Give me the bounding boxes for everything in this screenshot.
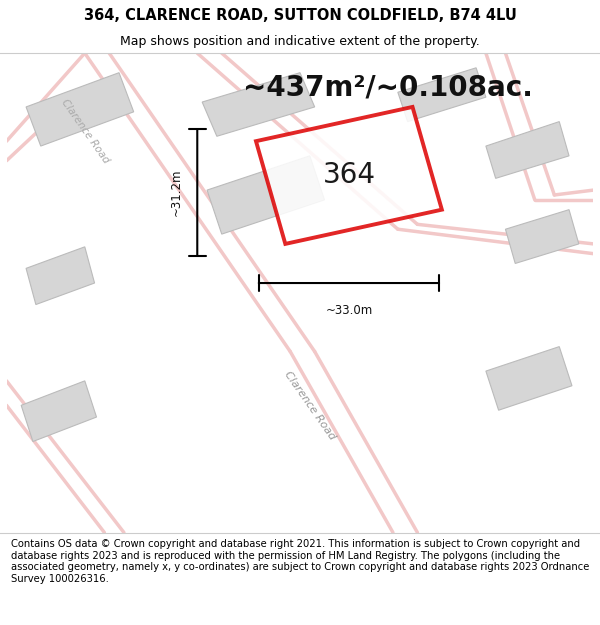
Text: Contains OS data © Crown copyright and database right 2021. This information is : Contains OS data © Crown copyright and d… (11, 539, 589, 584)
Polygon shape (505, 209, 579, 264)
Polygon shape (26, 247, 95, 304)
Polygon shape (202, 72, 314, 136)
Text: 364, CLARENCE ROAD, SUTTON COLDFIELD, B74 4LU: 364, CLARENCE ROAD, SUTTON COLDFIELD, B7… (83, 8, 517, 23)
Text: Clarence Road: Clarence Road (59, 98, 110, 165)
Text: Map shows position and indicative extent of the property.: Map shows position and indicative extent… (120, 35, 480, 48)
Polygon shape (256, 107, 442, 244)
Polygon shape (26, 72, 134, 146)
Polygon shape (486, 347, 572, 410)
Text: Clarence Road: Clarence Road (283, 369, 337, 441)
Text: ~437m²/~0.108ac.: ~437m²/~0.108ac. (243, 73, 533, 101)
Text: 364: 364 (322, 161, 376, 189)
Text: ~31.2m: ~31.2m (169, 169, 182, 216)
Polygon shape (398, 68, 486, 122)
Polygon shape (21, 381, 97, 441)
Polygon shape (486, 122, 569, 178)
Polygon shape (207, 156, 325, 234)
Text: ~33.0m: ~33.0m (325, 304, 373, 317)
